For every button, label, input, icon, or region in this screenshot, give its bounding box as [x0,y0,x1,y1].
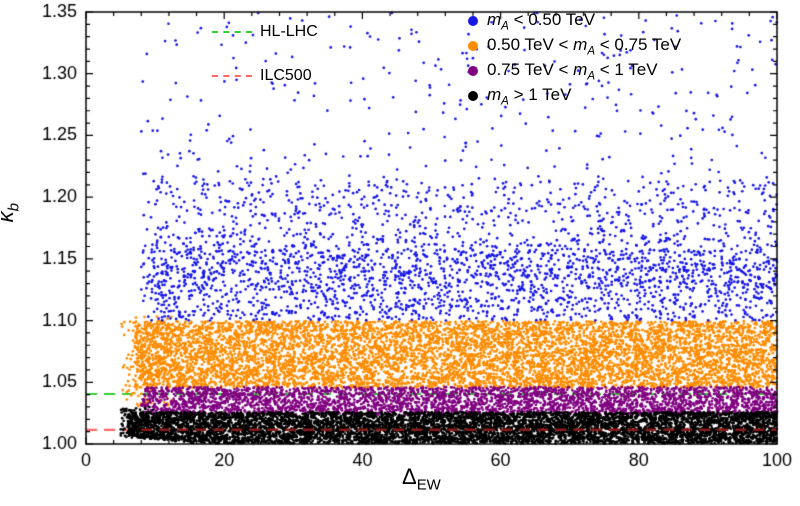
reference-legend-label: HL-LHC [260,23,318,40]
legend: mA < 0.50 TeV 0.50 TeV < mA < 0.75 TeV 0.7… [468,10,681,107]
y-axis-subscript: b [5,203,23,212]
legend-item-label: mA > 1 TeV [487,84,572,108]
x-axis-label: ΔEW [402,464,441,493]
reference-line-legend: HL-LHC ILC500 [212,22,318,86]
legend-marker-icon [468,66,478,76]
legend-item: mA < 0.50 TeV [468,10,681,32]
reference-legend-item: ILC500 [212,66,318,86]
legend-item: 0.75 TeV < mA < 1 TeV [468,60,681,82]
y-axis-symbol: κ [0,211,18,222]
x-axis-symbol: Δ [402,464,417,489]
legend-item: 0.50 TeV < mA < 0.75 TeV [468,35,681,57]
legend-item-label: 0.75 TeV < mA < 1 TeV [487,59,658,83]
reference-legend-item: HL-LHC [212,22,318,42]
legend-item-label: mA < 0.50 TeV [487,9,596,33]
legend-marker-icon [468,41,478,51]
legend-marker-icon [468,91,478,101]
legend-marker-icon [468,16,478,26]
legend-item: mA > 1 TeV [468,85,681,107]
dashed-line-sample-icon [212,75,252,77]
x-axis-subscript: EW [416,476,441,494]
legend-item-label: 0.50 TeV < mA < 0.75 TeV [487,34,682,58]
y-axis-label: κb [0,203,22,222]
dashed-line-sample-icon [212,31,252,33]
reference-legend-label: ILC500 [260,67,312,84]
